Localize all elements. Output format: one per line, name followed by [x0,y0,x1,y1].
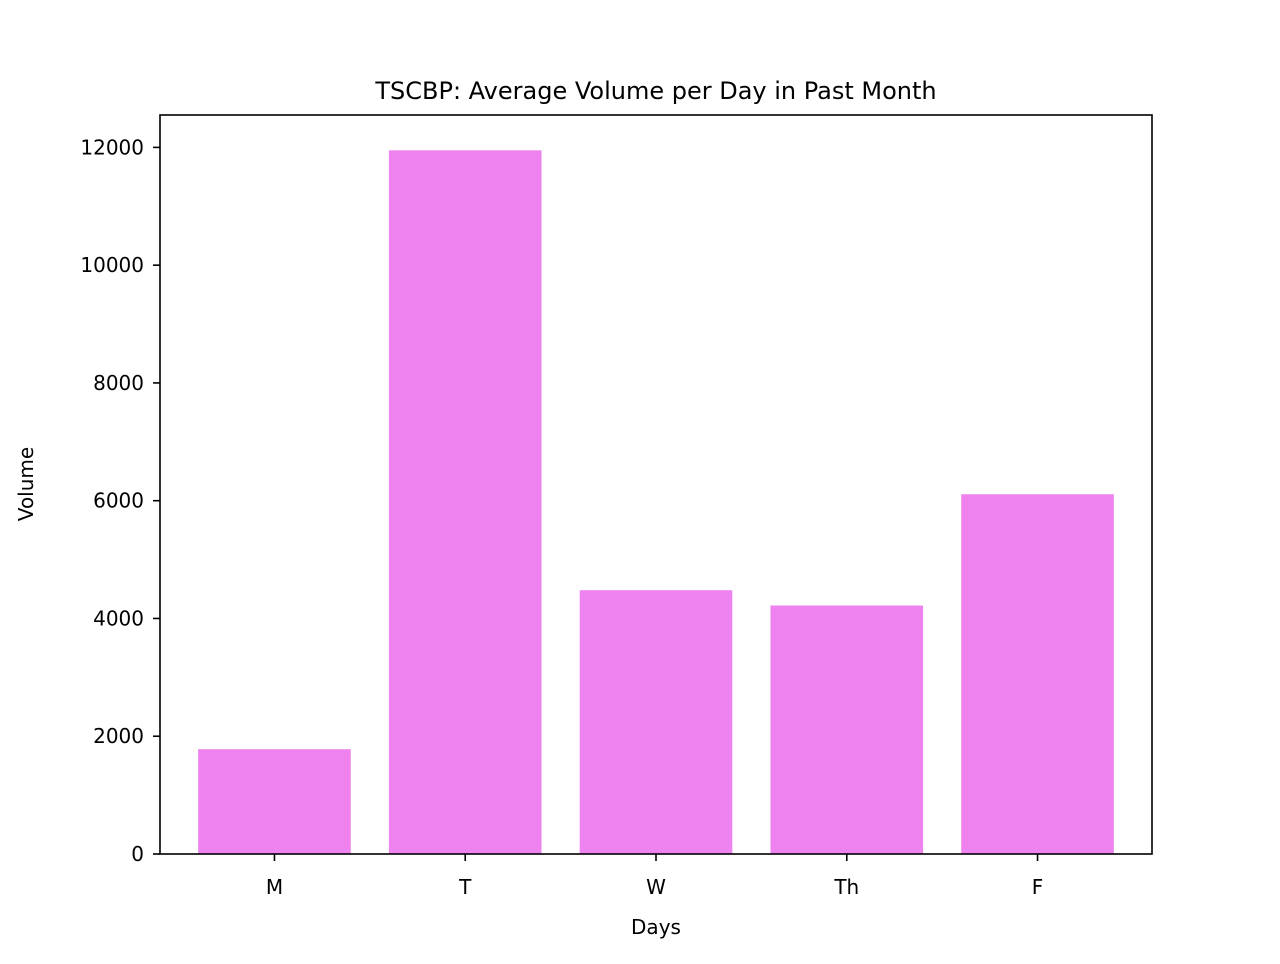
bar-Th [770,605,924,854]
x-axis-label: Days [631,915,681,939]
y-tick-label: 6000 [93,489,144,513]
x-axis-ticks: M T W Th F [266,854,1043,899]
bar-F [961,494,1114,854]
x-tick-label-T: T [458,875,472,899]
bar-W [579,590,733,854]
y-tick-label: 0 [131,842,144,866]
x-tick-label-F: F [1032,875,1044,899]
y-axis-ticks: 0 2000 4000 6000 8000 10000 12000 [80,135,160,866]
y-tick-label: 8000 [93,371,144,395]
y-tick-label: 10000 [80,253,144,277]
y-tick-label: 2000 [93,724,144,748]
bar-M [198,749,351,854]
chart-title: TSCBP: Average Volume per Day in Past Mo… [374,77,936,105]
plot-area-frame [159,114,1153,855]
x-tick-label-Th: Th [833,875,859,899]
x-tick-label-M: M [266,875,283,899]
x-tick-label-W: W [646,875,666,899]
y-tick-label: 4000 [93,606,144,630]
y-tick-label: 12000 [80,135,144,159]
y-axis-label: Volume [14,447,38,521]
bar-T [388,150,542,854]
bars-group [198,150,1114,854]
